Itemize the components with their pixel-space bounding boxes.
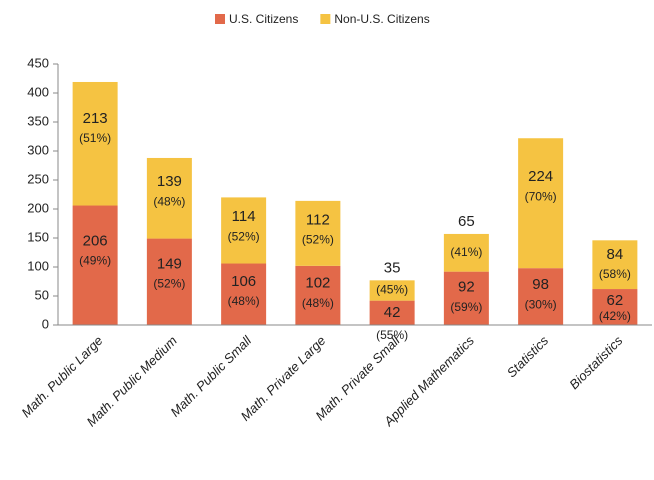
percent-label: (52%): [228, 229, 260, 243]
bar-segment: [146, 157, 192, 239]
bar-segment: [146, 238, 192, 325]
y-tick-label: 400: [27, 84, 49, 99]
bar-segment: [72, 81, 118, 206]
value-label: 139: [157, 173, 182, 190]
y-tick-label: 350: [27, 113, 49, 128]
bar-segment: [369, 280, 415, 301]
percent-label: (52%): [302, 233, 334, 247]
value-label: 35: [384, 259, 401, 276]
value-label: 213: [83, 110, 108, 127]
value-label: 65: [458, 213, 475, 230]
y-tick-label: 100: [27, 258, 49, 273]
percent-label: (48%): [153, 194, 185, 208]
value-label: 92: [458, 279, 475, 296]
bar-segment: [592, 240, 638, 290]
bar-segment: [443, 233, 489, 272]
y-tick-label: 0: [42, 316, 49, 331]
value-label: 106: [231, 273, 256, 290]
percent-label: (45%): [376, 283, 408, 297]
value-label: 98: [532, 276, 549, 293]
bar-segment: [295, 200, 341, 266]
percent-label: (49%): [79, 254, 111, 268]
percent-label: (58%): [599, 267, 631, 281]
y-tick-label: 450: [27, 55, 49, 70]
percent-label: (30%): [525, 297, 557, 311]
bar-segment: [443, 271, 489, 325]
value-label: 102: [305, 275, 330, 292]
y-tick-label: 200: [27, 200, 49, 215]
x-tick-label: Math. Public Large: [18, 333, 105, 420]
bar-segment: [518, 268, 564, 325]
value-label: 114: [232, 208, 256, 225]
y-tick-label: 150: [27, 229, 49, 244]
bar-segment: [221, 263, 267, 325]
x-tick-label: Math. Public Small: [167, 332, 255, 420]
bar-segment: [369, 300, 415, 325]
value-label: 84: [607, 246, 624, 263]
value-label: 206: [83, 232, 108, 249]
percent-label: (70%): [525, 189, 557, 203]
bar-segment: [592, 289, 638, 325]
bar-segment: [295, 265, 341, 325]
legend-label: Non-U.S. Citizens: [334, 12, 429, 26]
percent-label: (41%): [450, 245, 482, 259]
y-tick-label: 300: [27, 142, 49, 157]
percent-label: (52%): [153, 277, 185, 291]
y-tick-label: 50: [35, 287, 49, 302]
bar-segment: [518, 138, 564, 269]
x-tick-label: Statistics: [504, 333, 552, 381]
percent-label: (51%): [79, 131, 111, 145]
value-label: 224: [528, 168, 553, 185]
bar-segment: [72, 205, 118, 325]
percent-label: (55%): [376, 328, 408, 342]
value-label: 62: [607, 292, 624, 309]
legend-swatch: [215, 14, 225, 24]
legend-swatch: [320, 14, 331, 24]
percent-label: (42%): [599, 309, 631, 323]
legend-label: U.S. Citizens: [229, 12, 298, 26]
value-label: 112: [306, 211, 330, 228]
percent-label: (48%): [228, 294, 260, 308]
value-label: 149: [157, 255, 182, 272]
x-tick-label: Biostatistics: [566, 333, 625, 392]
bar-segment: [221, 197, 267, 264]
y-tick-label: 250: [27, 171, 49, 186]
percent-label: (48%): [302, 296, 334, 310]
value-label: 42: [384, 304, 401, 321]
percent-label: (59%): [450, 300, 482, 314]
